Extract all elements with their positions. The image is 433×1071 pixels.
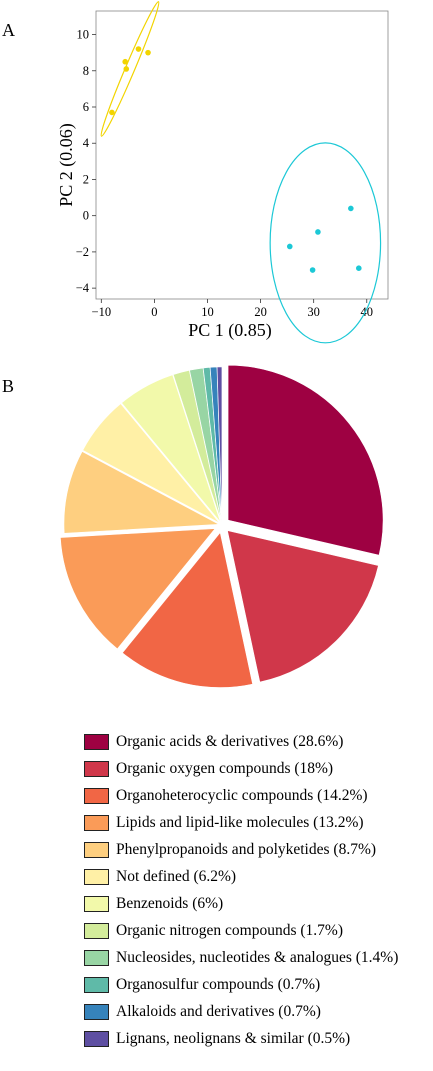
group-1-point — [123, 66, 130, 72]
group-1-point — [122, 58, 128, 65]
panel-label-b: B — [2, 376, 15, 396]
x-axis-label: PC 1 (0.85) — [188, 320, 272, 341]
legend-swatch — [84, 733, 109, 750]
x-tick-label: 10 — [201, 305, 214, 319]
legend-swatch — [84, 868, 109, 885]
x-tick-label: −10 — [92, 305, 112, 319]
legend-item: Lipids and lipid-like molecules (13.2%) — [84, 809, 433, 836]
y-tick-label: 10 — [77, 28, 90, 42]
group-2-point — [348, 205, 354, 212]
legend-item: Organoheterocyclic compounds (14.2%) — [84, 782, 433, 809]
group-1-ellipse — [100, 1, 160, 137]
y-tick-label: 8 — [83, 64, 89, 78]
panel-label-a: A — [2, 20, 15, 40]
pie-slice-8 — [172, 369, 222, 523]
compound-class-pie-chart — [60, 364, 384, 688]
pie-slice-4 — [60, 528, 216, 650]
y-tick-label: 4 — [83, 136, 90, 150]
legend-label: Not defined (6.2%) — [116, 867, 237, 885]
legend-label: Phenylpropanoids and polyketides (8.7%) — [116, 840, 377, 858]
y-tick-label: 0 — [83, 209, 89, 223]
group-2-ellipse — [269, 142, 382, 344]
legend-item: Organic oxygen compounds (18%) — [84, 755, 433, 782]
pie-slice-3 — [122, 531, 253, 688]
group-2-point — [356, 265, 362, 272]
legend-label: Lipids and lipid-like molecules (13.2%) — [116, 813, 364, 831]
legend-label: Organic nitrogen compounds (1.7%) — [116, 921, 343, 939]
legend-label: Benzenoids (6%) — [116, 894, 224, 912]
y-axis-label: PC 2 (0.06) — [56, 123, 77, 207]
legend-swatch — [84, 976, 109, 993]
pie-slice-2 — [227, 530, 379, 683]
legend-item: Nucleosides, nucleotides & analogues (1.… — [84, 944, 433, 971]
x-tick-label: 20 — [254, 305, 267, 319]
legend-swatch — [84, 895, 109, 912]
legend-label: Organosulfur compounds (0.7%) — [116, 975, 321, 993]
pie-slice-6 — [82, 403, 220, 524]
pie-slice-1 — [227, 364, 384, 556]
legend-item: Organic acids & derivatives (28.6%) — [84, 728, 433, 755]
y-tick-label: −4 — [76, 281, 90, 295]
group-2-point — [309, 267, 316, 273]
pie-slice-5 — [63, 451, 221, 534]
legend-swatch — [84, 841, 109, 858]
group-2-point — [286, 243, 293, 250]
y-tick-label: −2 — [76, 245, 89, 259]
legend-item: Lignans, neolignans & similar (0.5%) — [84, 1025, 433, 1052]
legend-swatch — [84, 814, 109, 831]
y-tick-label: 6 — [83, 100, 89, 114]
legend-item: Alkaloids and derivatives (0.7%) — [84, 998, 433, 1025]
legend-label: Organic oxygen compounds (18%) — [116, 759, 334, 777]
legend-label: Nucleosides, nucleotides & analogues (1.… — [116, 948, 399, 966]
pie-legend: Organic acids & derivatives (28.6%) Organ… — [84, 728, 433, 1052]
legend-item: Benzenoids (6%) — [84, 890, 433, 917]
group-1-point — [135, 46, 142, 52]
pie-slice-12 — [216, 366, 223, 522]
legend-swatch — [84, 922, 109, 939]
legend-swatch — [84, 1030, 109, 1047]
group-1-point — [145, 49, 151, 56]
y-tick-label: 2 — [83, 172, 89, 186]
legend-swatch — [84, 949, 109, 966]
legend-item: Organic nitrogen compounds (1.7%) — [84, 917, 433, 944]
legend-swatch — [84, 787, 109, 804]
legend-label: Organic acids & derivatives (28.6%) — [116, 732, 344, 750]
group-2-point — [315, 229, 321, 235]
group-1-point — [109, 109, 115, 116]
legend-label: Alkaloids and derivatives (0.7%) — [116, 1002, 321, 1020]
x-tick-label: 0 — [151, 305, 157, 319]
legend-item: Not defined (6.2%) — [84, 863, 433, 890]
legend-item: Phenylpropanoids and polyketides (8.7%) — [84, 836, 433, 863]
legend-label: Lignans, neolignans & similar (0.5%) — [116, 1029, 351, 1047]
plot-frame — [95, 10, 389, 300]
pie-slice-7 — [121, 374, 221, 523]
legend-swatch — [84, 1003, 109, 1020]
x-tick-label: 30 — [307, 305, 320, 319]
legend-item: Organosulfur compounds (0.7%) — [84, 971, 433, 998]
legend-label: Organoheterocyclic compounds (14.2%) — [116, 786, 368, 804]
legend-swatch — [84, 760, 109, 777]
